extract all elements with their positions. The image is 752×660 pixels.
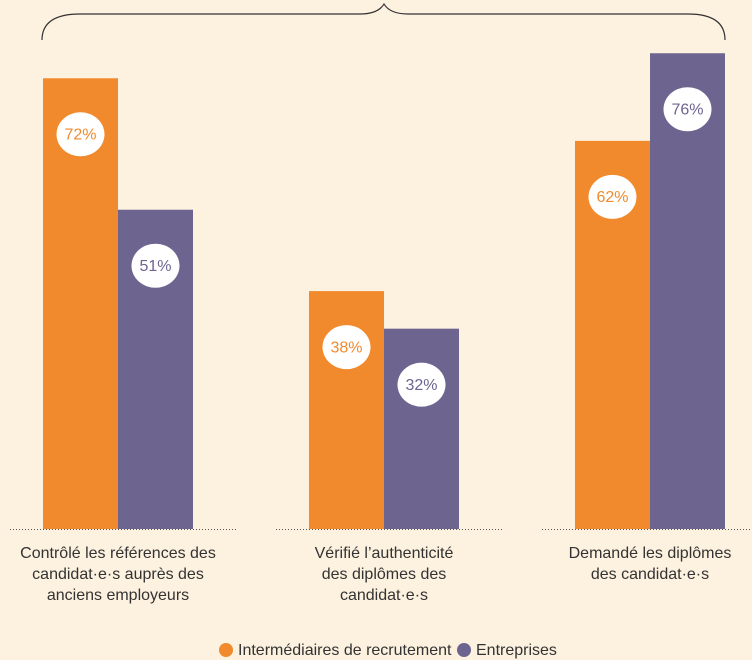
x-tick-label: Demandé les diplômes des candidat·e·s <box>568 545 732 583</box>
value-label-bg <box>131 243 180 288</box>
bar <box>384 328 459 529</box>
value-label: 32% <box>405 377 437 394</box>
brace <box>41 2 726 41</box>
value-label-bg <box>588 174 637 219</box>
legend-swatch <box>219 643 233 657</box>
legend-swatch <box>457 643 471 657</box>
value-label-bg <box>397 362 446 407</box>
value-label: 72% <box>64 126 96 143</box>
value-label: 62% <box>596 189 628 206</box>
value-label-bg <box>663 87 712 132</box>
value-label: 38% <box>330 339 362 356</box>
legend-label: Entreprises <box>476 642 557 659</box>
value-label-bg <box>56 112 105 157</box>
x-tick-label: Vérifié l’authenticité des diplômes des … <box>314 545 454 604</box>
x-tick-label: Contrôlé les références des candidat·e·s… <box>20 545 216 604</box>
value-label: 51% <box>139 258 171 275</box>
legend-label: Intermédiaires de recrutement <box>238 642 452 659</box>
value-label: 76% <box>671 101 703 118</box>
bar <box>650 53 725 530</box>
value-label-bg <box>322 325 371 370</box>
